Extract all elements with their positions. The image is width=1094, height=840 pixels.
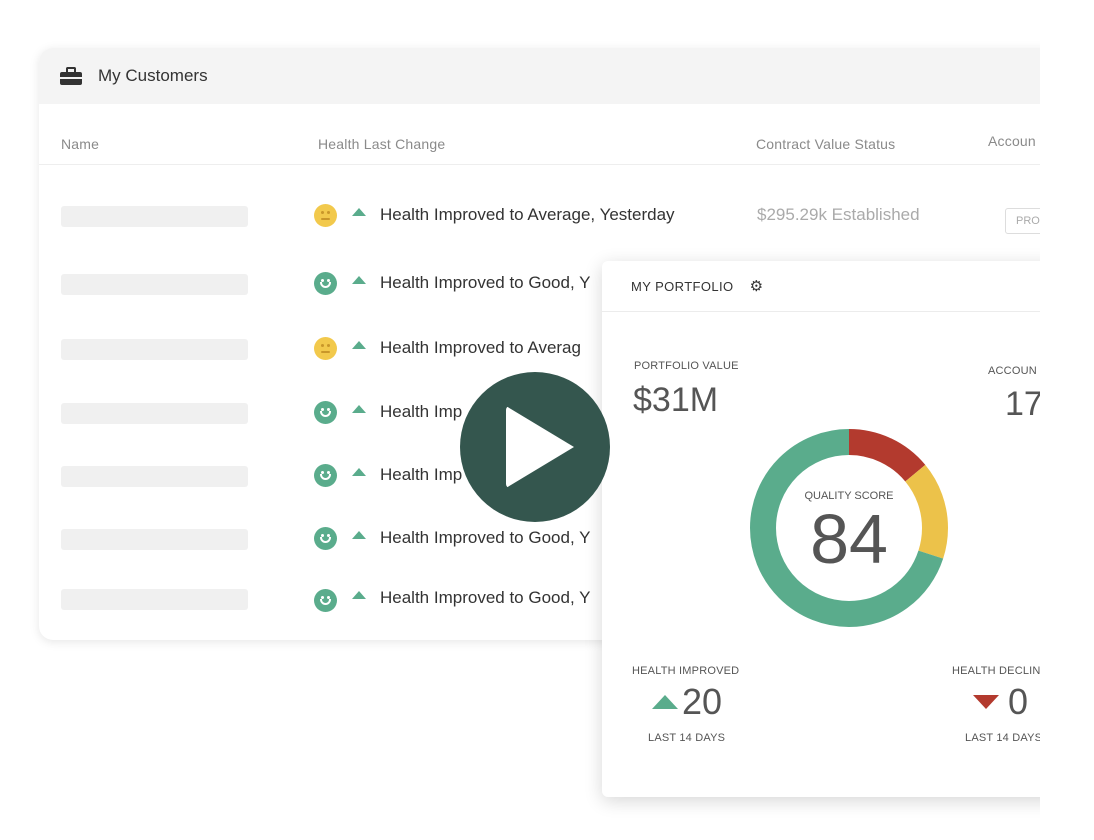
arrow-up-icon bbox=[352, 468, 366, 476]
donut-segment-2 bbox=[750, 429, 948, 627]
play-button[interactable] bbox=[460, 372, 610, 522]
customer-name-placeholder bbox=[61, 206, 248, 227]
health-change-text: Health Improved to Average, Yesterday bbox=[380, 205, 675, 224]
portfolio-header: MY PORTFOLIO ⚙ bbox=[602, 261, 1040, 312]
play-icon bbox=[506, 406, 574, 488]
arrow-up-icon bbox=[352, 208, 366, 216]
viewport: My Customers Name Health Last Change Con… bbox=[39, 48, 1040, 797]
health-change-text: Health Improved to Averag bbox=[380, 338, 581, 357]
column-header-health-last-change[interactable]: Health Last Change bbox=[318, 136, 446, 152]
neutral-face-icon bbox=[314, 204, 337, 227]
smiley-face-icon bbox=[314, 589, 337, 612]
customer-name-placeholder bbox=[61, 274, 248, 295]
my-portfolio-card: MY PORTFOLIO ⚙ PORTFOLIO VALUE $31M ACCO… bbox=[602, 261, 1040, 797]
table-row[interactable]: Health Improved to Averag bbox=[39, 329, 1040, 369]
health-improved-period: LAST 14 DAYS bbox=[648, 732, 726, 744]
customer-name-placeholder bbox=[61, 529, 248, 550]
health-improved-count: 20 bbox=[682, 681, 723, 722]
briefcase-icon bbox=[60, 67, 82, 85]
table-row[interactable]: Health Improved to Average, Yesterday $2… bbox=[39, 196, 1040, 236]
table-row[interactable]: Health Imp bbox=[39, 456, 1040, 496]
portfolio-value-label: PORTFOLIO VALUE bbox=[634, 360, 739, 372]
quality-score-label: QUALITY SCORE bbox=[804, 490, 894, 502]
accounts-label: ACCOUN bbox=[988, 365, 1037, 377]
arrow-down-icon bbox=[973, 695, 999, 709]
customer-name-placeholder bbox=[61, 339, 248, 360]
arrow-up-icon bbox=[652, 695, 678, 709]
accounts-count: 17 bbox=[1005, 385, 1040, 423]
customer-name-placeholder bbox=[61, 403, 248, 424]
header-divider bbox=[39, 164, 1040, 165]
health-change-text: Health Imp bbox=[380, 465, 463, 484]
health-improved-label: HEALTH IMPROVED bbox=[632, 665, 740, 677]
arrow-up-icon bbox=[352, 591, 366, 599]
arrow-up-icon bbox=[352, 405, 366, 413]
account-tag: PRO bbox=[1005, 208, 1040, 234]
customers-header: My Customers bbox=[39, 48, 1040, 104]
gear-icon[interactable]: ⚙ bbox=[749, 277, 764, 295]
customer-name-placeholder bbox=[61, 589, 248, 610]
portfolio-value: $31M bbox=[633, 381, 719, 419]
smiley-face-icon bbox=[314, 527, 337, 550]
health-change-text: Health Improved to Good, Y bbox=[380, 273, 591, 292]
health-change-text: Health Improved to Good, Y bbox=[380, 588, 591, 607]
table-row[interactable]: Health Improved to Good, Y bbox=[39, 519, 1040, 559]
column-header-name[interactable]: Name bbox=[61, 136, 100, 152]
quality-score-donut bbox=[750, 429, 948, 627]
smiley-face-icon bbox=[314, 401, 337, 424]
arrow-up-icon bbox=[352, 276, 366, 284]
quality-score-value: 84 bbox=[810, 500, 888, 578]
contract-value-status: $295.29k Established bbox=[757, 205, 920, 224]
health-change-text: Health Imp bbox=[380, 402, 463, 421]
table-row[interactable]: Health Improved to Good, Y bbox=[39, 579, 1040, 619]
health-declined-label: HEALTH DECLIN bbox=[952, 665, 1040, 677]
customer-name-placeholder bbox=[61, 466, 248, 487]
donut-segment-1 bbox=[750, 429, 948, 627]
portfolio-title: MY PORTFOLIO bbox=[631, 278, 734, 294]
health-declined-period: LAST 14 DAYS bbox=[965, 732, 1040, 744]
column-header-account[interactable]: Accoun bbox=[988, 133, 1036, 149]
table-row[interactable]: Health Imp bbox=[39, 393, 1040, 433]
arrow-up-icon bbox=[352, 531, 366, 539]
table-row[interactable]: Health Improved to Good, Y bbox=[39, 264, 1040, 304]
customers-title: My Customers bbox=[98, 66, 208, 85]
health-change-text: Health Improved to Good, Y bbox=[380, 528, 591, 547]
neutral-face-icon bbox=[314, 337, 337, 360]
arrow-up-icon bbox=[352, 341, 366, 349]
smiley-face-icon bbox=[314, 464, 337, 487]
health-declined-count: 0 bbox=[1008, 681, 1029, 722]
column-header-contract-value-status[interactable]: Contract Value Status bbox=[756, 136, 896, 152]
smiley-face-icon bbox=[314, 272, 337, 295]
